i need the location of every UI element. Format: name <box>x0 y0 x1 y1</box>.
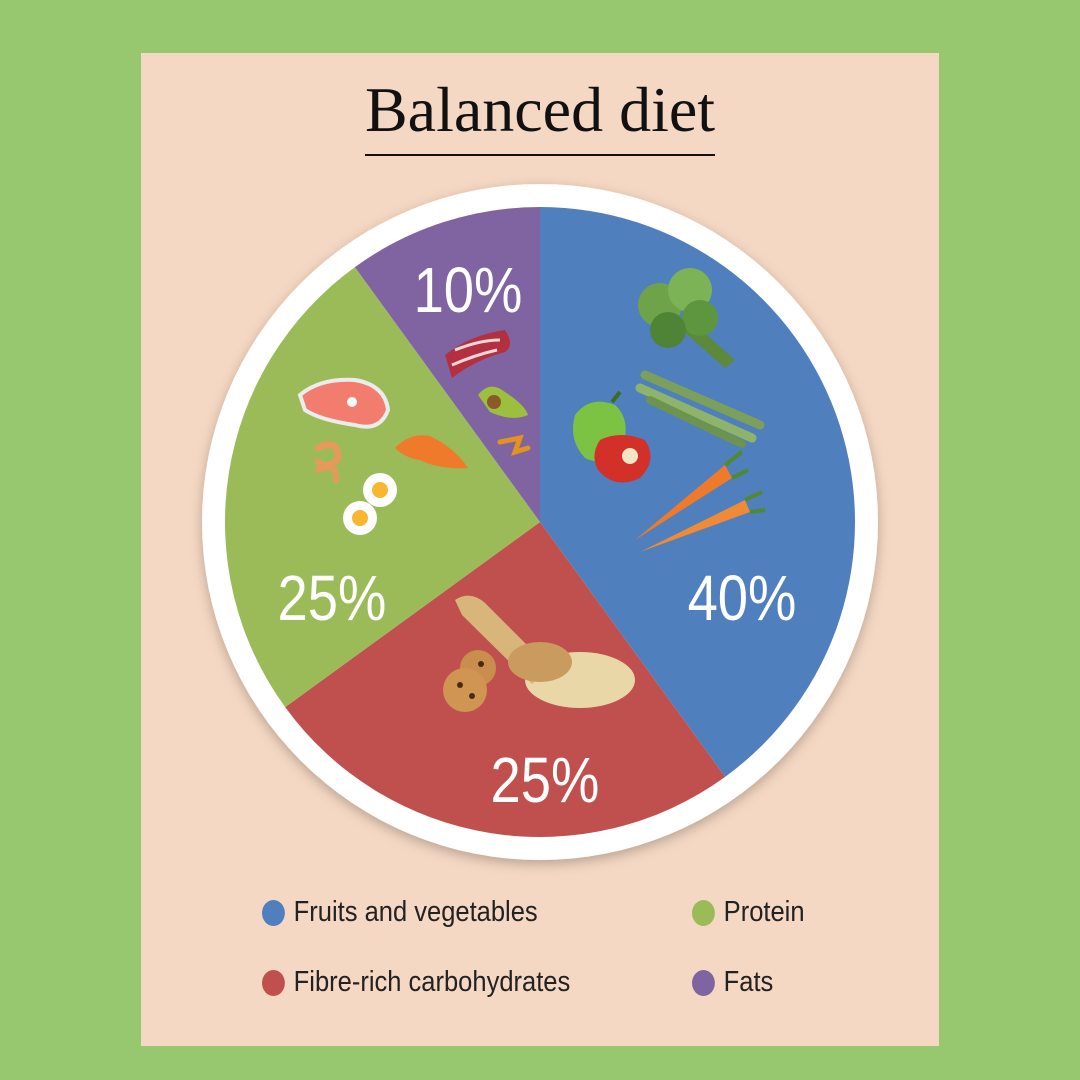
legend-item-fibre-rich-carbohydrates: Fibre-rich carbohydrates <box>262 966 570 999</box>
legend-label: Fibre-rich carbohydrates <box>293 966 571 998</box>
legend-swatch <box>692 899 715 926</box>
pie-labels: 40% 25% 25% 10% <box>278 254 797 816</box>
broccoli-icon <box>638 268 735 368</box>
legend-swatch <box>262 969 285 996</box>
pie-slices <box>224 207 855 838</box>
legend-item-fats: Fats <box>692 966 773 999</box>
chart-title: Balanced diet <box>364 78 716 156</box>
chart-title-wrap: Balanced diet <box>0 78 1080 156</box>
salmon-steak-icon <box>297 377 391 429</box>
slice-value-label: 40% <box>688 562 797 634</box>
carrot-icon <box>635 450 766 552</box>
legend-swatch <box>262 899 285 926</box>
pie-slice-fibre-rich-carbohydrates <box>285 522 726 838</box>
legend-swatch <box>692 969 715 996</box>
legend-item-protein: Protein <box>692 896 805 929</box>
shrimp-icon <box>314 441 342 483</box>
food-illustrations <box>297 268 766 712</box>
bell-pepper-icon <box>572 390 651 483</box>
legend-label: Fats <box>723 966 774 998</box>
asparagus-icon <box>635 370 765 448</box>
bacon-icon <box>445 330 510 378</box>
grain-scoop-icon <box>455 595 635 708</box>
avocado-icon <box>478 386 528 418</box>
cookie-icon <box>443 650 496 712</box>
sweet-potato-icon <box>395 435 468 469</box>
pie-slice-fats <box>354 207 540 522</box>
legend-item-fruits-and-vegetables: Fruits and vegetables <box>262 896 538 929</box>
fried-egg-icon <box>343 473 397 535</box>
turmeric-icon <box>497 434 531 456</box>
legend-label: Protein <box>723 896 805 928</box>
legend-label: Fruits and vegetables <box>293 896 538 928</box>
slice-value-label: 25% <box>491 744 600 816</box>
slice-value-label: 10% <box>414 254 523 326</box>
slice-value-label: 25% <box>278 562 387 634</box>
